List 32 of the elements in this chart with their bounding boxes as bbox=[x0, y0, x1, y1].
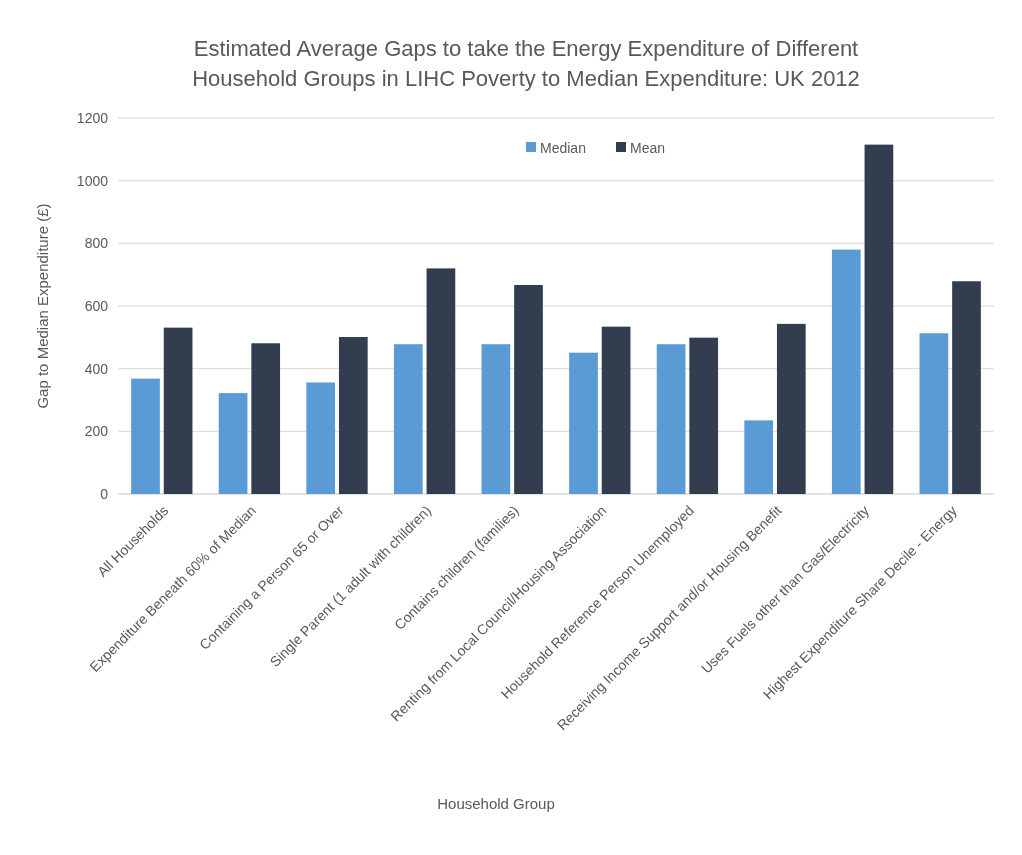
bar bbox=[656, 344, 686, 494]
bar bbox=[831, 249, 861, 494]
legend-label: Median bbox=[540, 139, 586, 156]
bar bbox=[163, 327, 193, 494]
bar bbox=[251, 343, 281, 494]
bar bbox=[338, 337, 368, 494]
y-tick-label: 400 bbox=[84, 360, 109, 377]
bar bbox=[393, 344, 423, 494]
y-tick-label: 1000 bbox=[76, 172, 109, 189]
bar bbox=[218, 393, 248, 494]
bar bbox=[601, 326, 631, 494]
y-tick-label: 0 bbox=[100, 485, 109, 502]
y-tick-label: 600 bbox=[84, 297, 109, 314]
bar bbox=[744, 420, 774, 494]
bar bbox=[919, 333, 949, 494]
bar bbox=[131, 378, 160, 494]
y-tick-label: 200 bbox=[84, 423, 109, 440]
legend-label: Mean bbox=[630, 139, 666, 156]
bar bbox=[306, 382, 336, 494]
bar bbox=[569, 352, 598, 494]
bar bbox=[952, 281, 981, 494]
x-axis-title: Household Group bbox=[437, 795, 555, 812]
bar bbox=[481, 344, 511, 494]
bar bbox=[514, 285, 543, 494]
y-tick-label: 800 bbox=[84, 235, 109, 252]
y-tick-label: 1200 bbox=[76, 109, 109, 126]
bar bbox=[864, 144, 894, 494]
bar bbox=[776, 323, 806, 494]
bar bbox=[426, 268, 456, 494]
bar bbox=[689, 337, 719, 494]
y-axis-title: Gap to Median Expenditure (£) bbox=[34, 203, 51, 409]
chart-title: Estimated Average Gaps to take the Energy Expenditure of Different Household Groups in LIHC Poverty to Median Expenditure: UK 2012 bbox=[192, 36, 860, 91]
